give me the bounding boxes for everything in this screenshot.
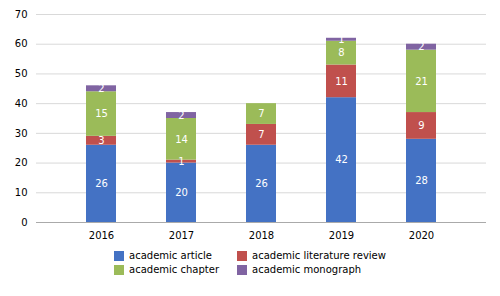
html-text:academic chapter: academic chapter [129,264,219,275]
svg-text:2019: 2019 [329,230,354,241]
svg-text:26: 26 [95,178,108,189]
svg-text:2020: 2020 [409,230,434,241]
svg-text:30: 30 [15,128,28,139]
svg-text:8: 8 [338,47,344,58]
svg-text:15: 15 [95,108,108,119]
svg-text:14: 14 [175,134,188,145]
svg-text:1: 1 [338,34,344,45]
svg-text:7: 7 [258,108,264,119]
svg-text:60: 60 [15,38,28,49]
svg-text:7: 7 [258,129,264,140]
svg-text:2017: 2017 [169,230,194,241]
svg-text:0: 0 [21,217,27,228]
svg-text:2: 2 [178,110,184,121]
svg-text:1: 1 [178,156,184,167]
svg-text:20: 20 [15,157,28,168]
svg-text:2: 2 [418,41,424,52]
svg-text:2: 2 [98,83,104,94]
svg-text:28: 28 [415,175,428,186]
svg-text:2016: 2016 [89,230,114,241]
svg-text:9: 9 [418,120,424,131]
svg-text:21: 21 [415,76,428,87]
html-text:academic monograph: academic monograph [252,264,362,275]
svg-text:70: 70 [15,9,28,20]
html-text:academic article: academic article [129,250,212,261]
svg-text:2018: 2018 [249,230,274,241]
svg-text:50: 50 [15,68,28,79]
svg-text:3: 3 [98,135,104,146]
svg-text:26: 26 [255,178,268,189]
html-text:academic literature review: academic literature review [252,250,386,261]
svg-text:40: 40 [15,98,28,109]
svg-text:20: 20 [175,187,188,198]
svg-text:10: 10 [15,187,28,198]
svg-text:11: 11 [335,76,348,87]
svg-text:42: 42 [335,154,348,165]
